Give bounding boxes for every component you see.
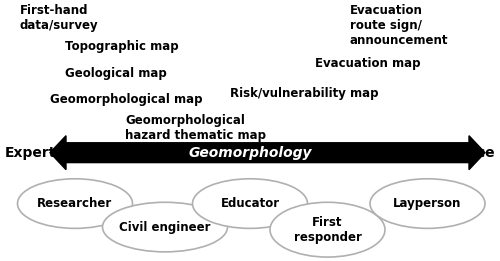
- Text: First-hand
data/survey: First-hand data/survey: [20, 4, 98, 32]
- Ellipse shape: [270, 202, 385, 257]
- Text: Geomorphological
hazard thematic map: Geomorphological hazard thematic map: [125, 114, 266, 141]
- Polygon shape: [50, 136, 485, 170]
- Ellipse shape: [102, 202, 228, 252]
- Text: Geological map: Geological map: [65, 67, 167, 80]
- Text: Layperson: Layperson: [394, 197, 462, 210]
- Text: Evacuation
route sign/
announcement: Evacuation route sign/ announcement: [350, 4, 448, 47]
- Text: Expert: Expert: [5, 146, 57, 160]
- Ellipse shape: [370, 179, 485, 228]
- Text: Civil engineer: Civil engineer: [120, 221, 211, 234]
- Text: Topographic map: Topographic map: [65, 40, 178, 54]
- Ellipse shape: [192, 179, 308, 228]
- Text: Risk/vulnerability map: Risk/vulnerability map: [230, 87, 378, 100]
- Text: Educator: Educator: [220, 197, 280, 210]
- Text: Geomorphological map: Geomorphological map: [50, 93, 203, 106]
- Text: Geomorphology: Geomorphology: [188, 146, 312, 160]
- Text: Evacuation map: Evacuation map: [315, 57, 420, 70]
- Ellipse shape: [18, 179, 132, 228]
- Text: Novice: Novice: [442, 146, 495, 160]
- Text: Researcher: Researcher: [38, 197, 113, 210]
- Text: First
responder: First responder: [294, 216, 362, 244]
